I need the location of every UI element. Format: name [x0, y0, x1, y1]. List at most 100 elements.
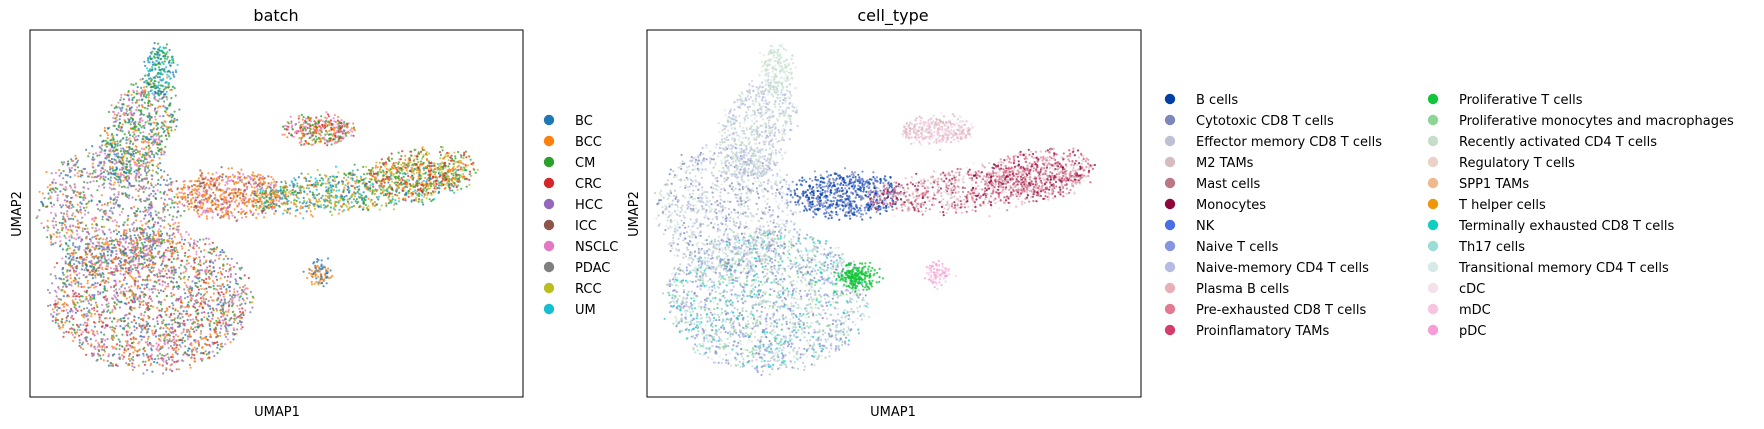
- scatter-point: [199, 259, 202, 262]
- scatter-point: [191, 353, 194, 356]
- scatter-point: [137, 127, 140, 130]
- scatter-point: [137, 262, 140, 265]
- scatter-point: [53, 266, 56, 269]
- scatter-point: [202, 193, 205, 196]
- scatter-point: [90, 329, 93, 332]
- scatter-point: [136, 298, 139, 301]
- scatter-point: [151, 61, 154, 64]
- scatter-point: [208, 187, 211, 190]
- scatter-point: [117, 225, 121, 228]
- scatter-point: [176, 251, 179, 254]
- scatter-point: [89, 286, 92, 289]
- scatter-point: [71, 264, 74, 267]
- scatter-point: [207, 237, 210, 240]
- scatter-point: [217, 271, 220, 274]
- scatter-point: [155, 128, 158, 131]
- scatter-point: [107, 156, 110, 159]
- scatter-point: [214, 180, 217, 183]
- scatter-point: [204, 197, 208, 200]
- scatter-point: [176, 335, 180, 338]
- scatter-point: [221, 319, 224, 322]
- scatter-point: [68, 320, 71, 323]
- scatter-point: [194, 326, 197, 329]
- scatter-point: [204, 269, 207, 273]
- scatter-point: [183, 288, 186, 291]
- scatter-point: [132, 355, 135, 359]
- scatter-point: [170, 237, 173, 240]
- scatter-point: [141, 324, 144, 327]
- scatter-point: [157, 289, 160, 292]
- scatter-point: [157, 241, 160, 244]
- scatter-point: [198, 215, 201, 218]
- scatter-point: [41, 192, 44, 195]
- scatter-point: [120, 93, 123, 96]
- scatter-point: [50, 191, 53, 194]
- scatter-point: [73, 336, 76, 339]
- scatter-point: [170, 319, 173, 322]
- scatter-point: [122, 174, 125, 177]
- scatter-point: [116, 364, 119, 367]
- scatter-point: [168, 276, 171, 279]
- scatter-point: [113, 203, 116, 206]
- scatter-point: [176, 344, 179, 347]
- scatter-point: [111, 310, 114, 313]
- scatter-point: [104, 346, 107, 349]
- scatter-point: [153, 95, 157, 98]
- scatter-point: [125, 362, 128, 365]
- scatter-point: [79, 323, 82, 326]
- scatter-point: [80, 169, 83, 172]
- scatter-point: [145, 254, 148, 257]
- scatter-point: [184, 306, 187, 309]
- scatter-point: [150, 52, 153, 55]
- scatter-point: [193, 346, 196, 349]
- scatter-point: [167, 282, 170, 285]
- scatter-point: [87, 187, 90, 190]
- scatter-point: [170, 292, 173, 295]
- scatter-point: [213, 331, 216, 334]
- scatter-point: [101, 144, 104, 147]
- scatter-point: [132, 336, 135, 339]
- scatter-point: [111, 110, 115, 113]
- scatter-point: [53, 303, 56, 306]
- scatter-point: [162, 105, 165, 108]
- scatter-point: [241, 307, 244, 310]
- scatter-point: [76, 226, 79, 229]
- scatter-point: [187, 278, 190, 281]
- scatter-point: [216, 186, 219, 189]
- scatter-point: [248, 175, 251, 178]
- scatter-point: [61, 248, 64, 251]
- scatter-point: [77, 293, 80, 296]
- scatter-point: [111, 326, 114, 329]
- scatter-point: [78, 262, 81, 265]
- scatter-point: [147, 166, 150, 169]
- scatter-point: [51, 315, 55, 318]
- scatter-point: [83, 268, 86, 272]
- scatter-point: [148, 308, 151, 311]
- scatter-point: [240, 316, 243, 319]
- scatter-point: [60, 317, 64, 321]
- scatter-point: [193, 360, 196, 363]
- scatter-point: [212, 343, 215, 346]
- scatter-point: [64, 236, 67, 240]
- scatter-point: [233, 329, 236, 332]
- scatter-point: [66, 311, 69, 315]
- scatter-point: [96, 293, 100, 296]
- scatter-point: [154, 335, 158, 338]
- scatter-point: [63, 161, 66, 164]
- scatter-point: [137, 194, 140, 197]
- scatter-point: [63, 223, 66, 226]
- scatter-point: [197, 212, 200, 215]
- scatter-point: [98, 320, 101, 323]
- scatter-point: [147, 344, 150, 347]
- scatter-point: [87, 200, 91, 203]
- scatter-point: [256, 190, 259, 193]
- scatter-point: [106, 204, 109, 207]
- scatter-point: [62, 187, 65, 190]
- scatter-point: [83, 290, 86, 293]
- scatter-point: [138, 188, 141, 191]
- scatter-point: [61, 183, 64, 187]
- scatter-point: [215, 278, 219, 281]
- scatter-point: [262, 182, 265, 185]
- scatter-point: [249, 211, 253, 214]
- scatter-point: [195, 294, 198, 298]
